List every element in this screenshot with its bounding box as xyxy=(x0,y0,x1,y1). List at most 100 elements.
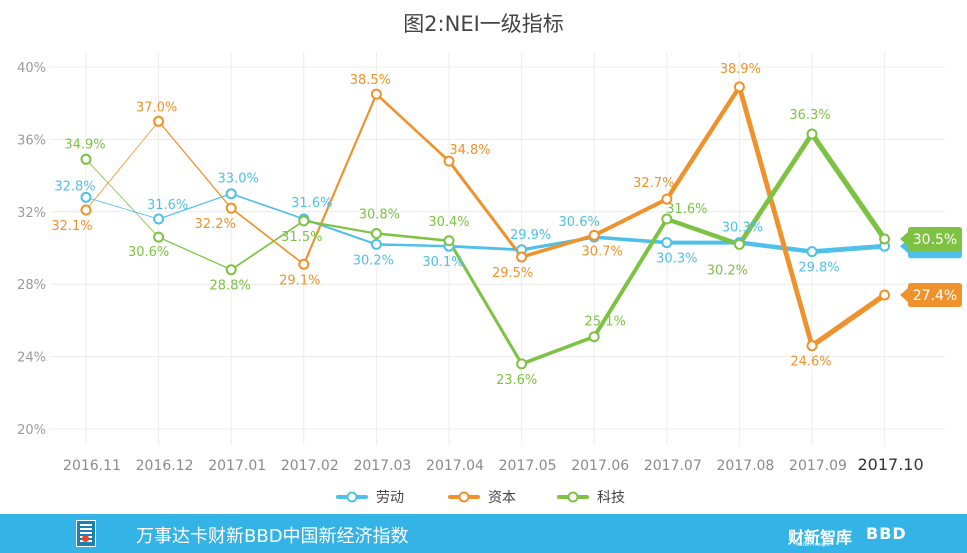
data-point-资本[interactable] xyxy=(588,229,600,241)
data-point-科技[interactable] xyxy=(661,213,673,225)
data-label: 30.7% xyxy=(582,244,623,259)
legend-label[interactable]: 资本 xyxy=(488,490,516,506)
series-segment-科技 xyxy=(230,220,305,271)
data-label: 29.1% xyxy=(279,273,320,288)
legend-marker[interactable] xyxy=(346,491,358,503)
data-label: 25.1% xyxy=(585,315,626,330)
data-label: 37.0% xyxy=(136,100,177,115)
data-label: 32.7% xyxy=(633,176,674,191)
data-label: 23.6% xyxy=(496,373,537,388)
data-label: 30.8% xyxy=(359,208,400,223)
series-segment-资本 xyxy=(736,84,815,349)
y-tick-label: 36% xyxy=(17,133,46,148)
x-tick-label: 2017.04 xyxy=(426,458,484,474)
series-segment-科技 xyxy=(664,216,742,247)
data-point-劳动[interactable] xyxy=(806,246,818,258)
series-segment-资本 xyxy=(664,84,742,202)
series-segment-资本 xyxy=(809,292,888,349)
data-point-劳动[interactable] xyxy=(661,237,673,249)
data-point-资本[interactable] xyxy=(225,202,237,214)
series-segment-科技 xyxy=(375,232,451,243)
x-tick-label: 2017.07 xyxy=(644,458,702,474)
data-point-科技[interactable] xyxy=(80,153,92,165)
x-axis: 2016.11 2016.12 2017.01 2017.02 2017.03 2017.… xyxy=(63,455,924,474)
data-point-科技[interactable] xyxy=(516,358,528,370)
x-tick-label: 2017.05 xyxy=(499,458,557,474)
x-tick-label: 2017.01 xyxy=(208,458,266,474)
series-segment-资本 xyxy=(157,120,232,209)
x-tick-label: 2017.10 xyxy=(858,455,924,474)
series-segment-科技 xyxy=(809,131,888,242)
bbd-logo: BBD xyxy=(866,524,907,543)
data-label: 30.6% xyxy=(128,245,169,260)
data-point-科技[interactable] xyxy=(370,228,382,240)
data-point-科技[interactable] xyxy=(225,264,237,276)
data-label: 30.1% xyxy=(422,255,463,270)
series-segment-科技 xyxy=(302,219,378,235)
data-label: 38.5% xyxy=(350,73,391,88)
legend-label[interactable]: 科技 xyxy=(597,490,625,506)
data-label: 38.9% xyxy=(720,62,761,77)
series-segment-资本 xyxy=(447,159,524,259)
data-point-资本[interactable] xyxy=(661,193,673,205)
series-segment-资本 xyxy=(592,197,669,238)
data-point-资本[interactable] xyxy=(80,204,92,216)
data-point-资本[interactable] xyxy=(879,289,891,301)
data-label: 31.5% xyxy=(281,230,322,245)
data-point-科技[interactable] xyxy=(153,231,165,243)
data-point-劳动[interactable] xyxy=(80,191,92,203)
series-segment-科技 xyxy=(157,236,232,271)
data-point-科技[interactable] xyxy=(733,238,745,250)
data-label: 36.3% xyxy=(789,108,830,123)
series-segment-资本 xyxy=(302,93,378,266)
data-point-科技[interactable] xyxy=(879,233,891,245)
data-label: 33.0% xyxy=(218,172,259,187)
y-axis: 20% 24% 28% 32% 36% 40% xyxy=(17,61,46,438)
series-segment-资本 xyxy=(375,92,451,163)
line-chart: 20% 24% 28% 32% 36% 40% 2016.11 2016.12 2017.01… xyxy=(17,52,962,506)
legend-marker[interactable] xyxy=(567,491,579,503)
y-tick-label: 24% xyxy=(17,351,46,366)
data-label: 32.2% xyxy=(195,217,236,232)
data-labels: 32.8% 31.6% 33.0% 31.6% 30.2% 30.1% 29.9% 30.6%… xyxy=(51,62,839,388)
footer-title: 万事达卡财新BBD中国新经济指数 xyxy=(136,526,409,547)
y-tick-label: 32% xyxy=(17,206,46,221)
data-point-劳动[interactable] xyxy=(370,238,382,250)
series-segment-科技 xyxy=(592,217,669,339)
data-point-劳动[interactable] xyxy=(225,188,237,200)
legend-marker[interactable] xyxy=(458,491,470,503)
legend-label[interactable]: 劳动 xyxy=(376,490,404,506)
x-tick-label: 2017.06 xyxy=(571,458,629,474)
series-segment-劳动 xyxy=(230,192,305,220)
data-label: 31.6% xyxy=(147,198,188,213)
data-label: 31.6% xyxy=(291,196,332,211)
end-badge-科技 xyxy=(900,226,962,251)
data-label: 28.8% xyxy=(210,279,251,294)
index-logo-icon xyxy=(76,520,96,547)
series-segment-科技 xyxy=(519,334,596,366)
series-segment-劳动 xyxy=(809,243,887,255)
data-point-科技[interactable] xyxy=(443,235,455,247)
data-point-科技[interactable] xyxy=(298,215,310,227)
data-point-资本[interactable] xyxy=(298,258,310,270)
data-label: 30.3% xyxy=(722,221,763,236)
data-point-资本[interactable] xyxy=(516,251,528,263)
data-point-资本[interactable] xyxy=(443,155,455,167)
footer-bar: 万事达卡财新BBD中国新经济指数 财新智库 Caixin Insight BBD xyxy=(0,514,967,553)
data-label: 29.9% xyxy=(510,228,551,243)
caixin-insight-subtitle: Caixin Insight xyxy=(796,542,830,548)
data-point-资本[interactable] xyxy=(806,340,818,352)
data-point-科技[interactable] xyxy=(806,128,818,140)
data-point-资本[interactable] xyxy=(370,88,382,100)
data-point-资本[interactable] xyxy=(733,81,745,93)
data-label: 30.2% xyxy=(707,263,748,278)
data-label: 29.8% xyxy=(798,261,839,276)
x-tick-label: 2017.03 xyxy=(353,458,411,474)
end-value-badges: 30.1%27.4%30.5% xyxy=(900,226,962,308)
data-point-科技[interactable] xyxy=(588,331,600,343)
y-tick-label: 20% xyxy=(17,423,46,438)
x-tick-label: 2017.08 xyxy=(716,458,774,474)
series-segment-资本 xyxy=(519,233,596,259)
data-point-劳动[interactable] xyxy=(153,213,165,225)
data-point-资本[interactable] xyxy=(153,115,165,127)
